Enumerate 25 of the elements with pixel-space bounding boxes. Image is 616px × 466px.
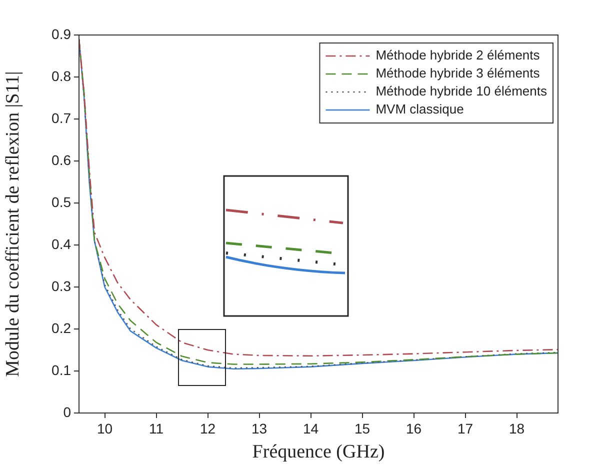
y-axis-title: Module du coefficient de reflexion |S11| <box>2 71 24 377</box>
legend-label: Méthode hybride 10 éléments <box>376 84 548 99</box>
x-tick-label: 18 <box>509 420 525 436</box>
y-tick-label: 0.4 <box>52 236 72 252</box>
legend-label: Méthode hybride 3 éléments <box>376 66 540 81</box>
x-tick-label: 10 <box>96 420 113 436</box>
y-tick-label: 0.6 <box>52 152 72 168</box>
y-tick-label: 0.5 <box>52 194 72 210</box>
x-axis-title: Fréquence (GHz) <box>252 442 385 463</box>
y-tick-label: 0.9 <box>52 26 72 42</box>
legend-label: MVM classique <box>376 102 464 117</box>
x-tick-label: 11 <box>148 420 164 436</box>
y-tick-label: 0.2 <box>52 320 72 336</box>
y-tick-label: 0.8 <box>52 68 72 84</box>
legend-label: Méthode hybride 2 éléments <box>376 48 540 63</box>
y-tick-label: 0.3 <box>52 278 72 294</box>
y-tick-label: 0.1 <box>52 362 72 378</box>
x-tick-label: 17 <box>458 420 474 436</box>
x-tick-label: 15 <box>354 420 370 436</box>
x-tick-label: 14 <box>302 420 319 436</box>
x-tick-label: 12 <box>200 420 216 436</box>
y-tick-label: 0.7 <box>52 110 72 126</box>
x-tick-label: 13 <box>251 420 268 436</box>
y-tick-label: 0 <box>63 404 72 420</box>
x-tick-label: 16 <box>406 420 422 436</box>
